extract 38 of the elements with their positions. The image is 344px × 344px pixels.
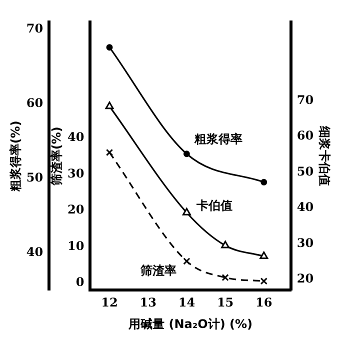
- series-label: 卡伯值: [196, 198, 233, 213]
- y-tick-label: 50: [26, 170, 44, 185]
- point: [106, 148, 114, 156]
- point: [106, 44, 113, 51]
- x-tick-label: 14: [178, 296, 196, 310]
- y2-tick-label: 30: [67, 166, 84, 180]
- point: [221, 240, 230, 248]
- x-tick-label: 13: [140, 296, 156, 310]
- y3-tick-label: 70: [296, 92, 314, 107]
- point: [260, 251, 268, 259]
- x-tick-label: 16: [256, 296, 272, 310]
- y2-tick-label: 10: [67, 238, 84, 253]
- y3-tick-label: 50: [296, 164, 314, 178]
- point: [222, 274, 229, 282]
- point: [183, 150, 190, 158]
- y3-tick-label: 60: [296, 128, 314, 143]
- series-label: 粗浆得率: [194, 132, 243, 146]
- x-tick-label: 12: [101, 296, 118, 310]
- point: [260, 278, 268, 285]
- x-axis-title: 用碱量 (Na₂O计) (%): [128, 316, 253, 331]
- y-tick-label: 70: [26, 22, 44, 36]
- point: [183, 258, 190, 265]
- y-tick-label: 40: [26, 245, 44, 260]
- y2-tick-label: 0: [76, 275, 84, 290]
- y2-tick-label: 40: [67, 130, 84, 144]
- point: [105, 102, 114, 110]
- x-tick-label: 15: [216, 296, 234, 310]
- y-axis-title: 粗浆得率(%): [8, 120, 22, 193]
- y3-tick-label: 30: [296, 236, 314, 250]
- point: [182, 208, 191, 216]
- y3-tick-label: 20: [296, 272, 314, 286]
- y3-tick-label: 40: [296, 200, 314, 214]
- y3-axis-title: 细浆卡伯值: [318, 125, 332, 186]
- y2-tick-label: 20: [67, 202, 84, 217]
- y-tick-label: 60: [26, 96, 44, 110]
- series-label: 筛渣率: [140, 263, 177, 278]
- point: [260, 178, 268, 186]
- y2-axis-title: 筛渣率(%): [49, 126, 64, 187]
